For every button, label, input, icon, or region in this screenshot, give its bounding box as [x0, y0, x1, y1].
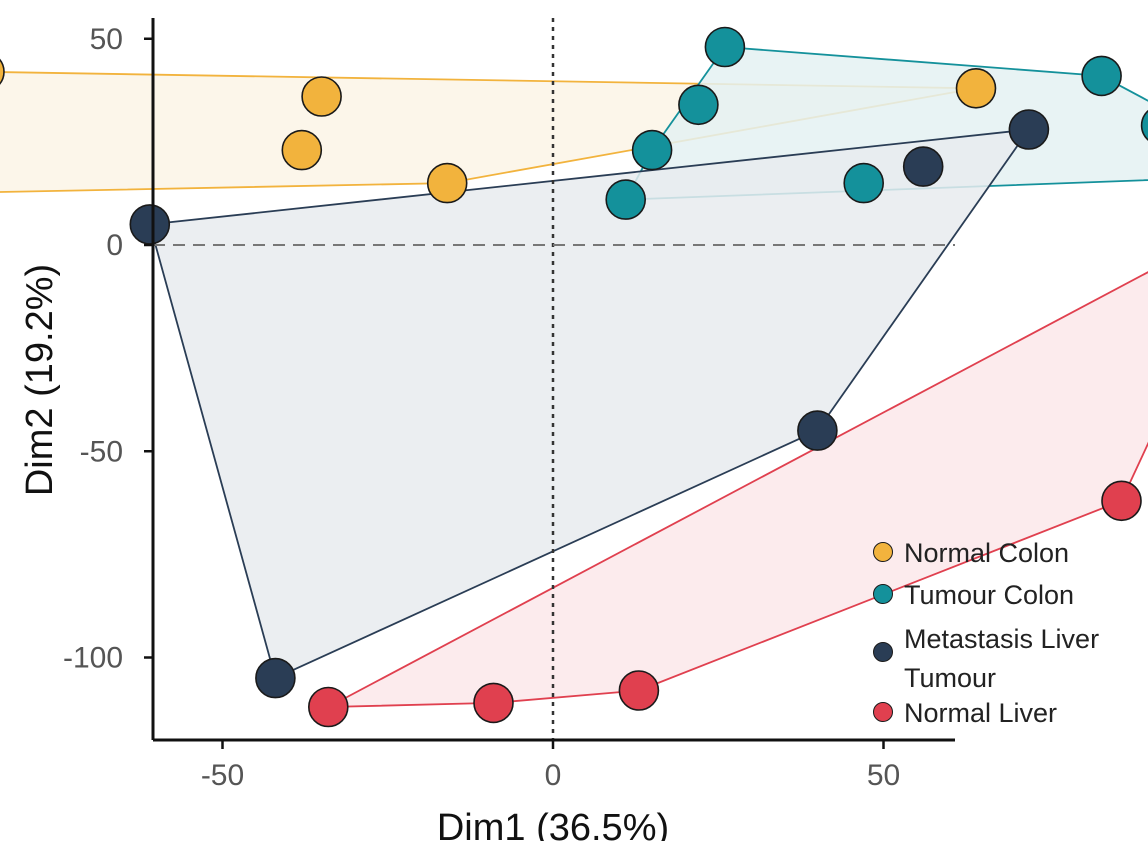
y-tick-label-1: 0: [106, 229, 123, 262]
y-axis-title: Dim2 (19.2%): [19, 264, 61, 496]
data-points: [0, 26, 1148, 728]
point-3-4: [307, 686, 349, 728]
point-2-2: [902, 146, 944, 187]
legend-label-0-0: Normal Colon: [904, 538, 1069, 568]
legend-marker-1: [873, 584, 893, 604]
point-0-6: [301, 76, 342, 117]
legend-marker-0: [873, 542, 893, 562]
y-tick-label-2: -50: [80, 435, 123, 468]
legend-marker-2: [873, 642, 893, 662]
point-1-2: [1140, 109, 1148, 141]
point-3-3: [473, 682, 514, 724]
point-1-6: [631, 129, 673, 171]
legend-label-3-0: Normal Liver: [904, 698, 1057, 728]
y-tick-label-0: 50: [90, 23, 123, 56]
legend-marker-3: [873, 702, 893, 722]
group-hulls: [0, 46, 1148, 708]
point-0-7: [281, 129, 323, 171]
point-1-0: [704, 26, 746, 68]
legend-label-1-0: Tumour Colon: [904, 580, 1074, 610]
point-0-8: [426, 162, 468, 204]
reference-lines: [153, 18, 955, 740]
point-1-5: [678, 84, 719, 126]
point-1-1: [1081, 55, 1122, 97]
point-2-4: [255, 657, 296, 699]
point-3-2: [618, 670, 660, 711]
point-2-1: [1008, 109, 1050, 150]
point-0-0: [0, 58, 5, 85]
x-tick-label-3: 50: [867, 759, 900, 792]
legend-label-2-1: Tumour: [904, 663, 996, 693]
point-1-7: [605, 179, 647, 220]
legend: Normal Colon Tumour Colon Metastasis Liver…: [873, 538, 1099, 728]
point-0-9: [955, 68, 997, 109]
legend-label-2-0: Metastasis Liver: [904, 624, 1099, 654]
x-axis-title: Dim1 (36.5%): [437, 807, 669, 841]
x-tick-label-1: -50: [201, 759, 244, 792]
point-1-4: [843, 162, 885, 204]
point-2-0: [129, 204, 171, 245]
x-tick-label-2: 0: [545, 759, 562, 792]
point-3-1: [1101, 480, 1142, 522]
point-2-3: [797, 410, 838, 451]
y-tick-label-3: -100: [63, 642, 123, 675]
